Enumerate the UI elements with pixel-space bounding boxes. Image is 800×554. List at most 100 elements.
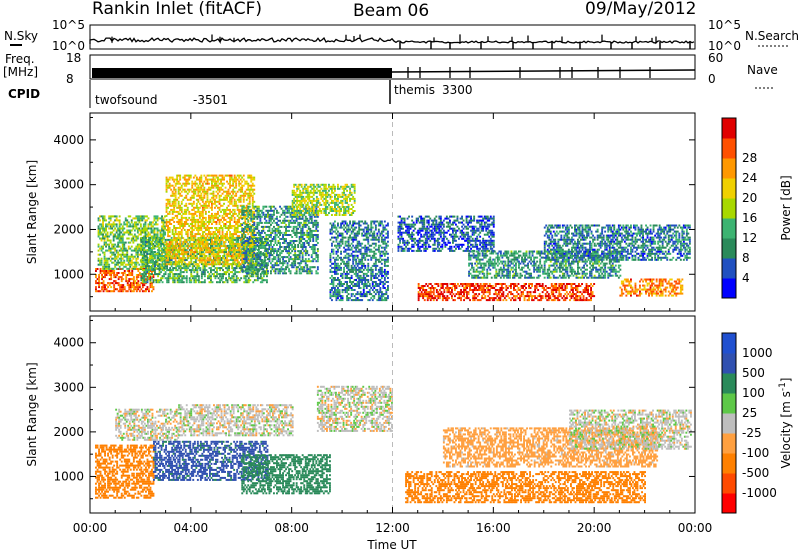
colorbar-tick-label: 12: [742, 231, 757, 245]
cpid-segment-2-id: 3300: [442, 83, 473, 97]
freq-label: Freq.: [5, 52, 35, 66]
freq-block: [92, 68, 392, 78]
cpid-segment-1-name: twofsound: [95, 93, 158, 107]
colorbar-swatch: [722, 118, 736, 139]
cpid-segment-2-name: themis: [394, 83, 435, 97]
power-echo-region: [619, 278, 684, 297]
y-tick-label: 2000: [53, 425, 84, 439]
colorbar-swatch: [722, 138, 736, 159]
velocity-echo-region: [115, 408, 180, 441]
freq-unit-label: [MHz]: [3, 65, 38, 79]
colorbar-tick-label: 4: [742, 271, 750, 285]
colorbar-tick-label: -1000: [742, 486, 777, 500]
colorbar-swatch: [722, 433, 736, 454]
nsearch-label: N.Search: [745, 29, 799, 43]
x-axis-label: Time UT: [366, 538, 417, 552]
colorbar-swatch: [722, 413, 736, 434]
power-echoes: [95, 174, 691, 302]
station-title: Rankin Inlet (fitACF): [92, 0, 262, 19]
date-title: 09/May/2012: [585, 0, 697, 19]
y-tick-label: 3000: [53, 178, 84, 192]
freq-panel: [89, 54, 696, 80]
colorbar-swatch: [722, 493, 736, 514]
power-echo-region: [417, 283, 596, 302]
colorbar-tick-label: 8: [742, 251, 750, 265]
colorbar-frame: [721, 117, 737, 299]
velocity-echo-region: [178, 404, 294, 437]
colorbar-tick-label: 24: [742, 171, 757, 185]
y-tick-label: 4000: [53, 133, 84, 147]
velocity-echo-region: [241, 454, 331, 495]
x-tick-label: 12:00: [375, 521, 410, 535]
power-y-axis-label: Slant Range [km]: [25, 160, 39, 264]
colorbar-tick-label: 20: [742, 191, 757, 205]
power-colorbar-label: Power [dB]: [779, 175, 793, 240]
colorbar-tick-label: -25: [742, 426, 762, 440]
nsearch-tick-top: 10^5: [708, 18, 741, 32]
colorbar-swatch: [722, 333, 736, 354]
colorbar-tick-label: -500: [742, 466, 769, 480]
velocity-echo-region: [405, 471, 646, 504]
y-tick-label: 1000: [53, 267, 84, 281]
colorbar-label-superscript: -1: [778, 382, 788, 391]
colorbar-frame: [721, 332, 737, 514]
y-tick-label: 1000: [53, 469, 84, 483]
nsky-tick-bottom: 10^0: [52, 39, 85, 53]
y-tick-label: 3000: [53, 380, 84, 394]
power-heatmap: 1000 2000 3000 4000 Slant Range [km] 4 8 12 16 20…: [25, 112, 793, 312]
velocity-echo-region: [153, 440, 269, 481]
cpid-label: CPID: [8, 87, 40, 101]
colorbar-swatch: [722, 218, 736, 239]
colorbar-swatch: [722, 198, 736, 219]
x-tick-label: 08:00: [274, 521, 309, 535]
freq-tick-bottom: 8: [66, 72, 74, 86]
freq-tick-top: 18: [66, 51, 81, 65]
colorbar-tick-label: -100: [742, 446, 769, 460]
colorbar-tick-label: 28: [742, 151, 757, 165]
colorbar-tick-label: 16: [742, 211, 757, 225]
nsearch-tick-bottom: 10^0: [708, 39, 741, 53]
colorbar-tick-label: 100: [742, 386, 765, 400]
power-colorbar: 4 8 12 16 20 24 28 Power [dB]: [721, 117, 793, 299]
colorbar-swatch: [722, 158, 736, 179]
cpid-segment-1-id: -3501: [193, 93, 228, 107]
x-tick-label: 16:00: [476, 521, 511, 535]
colorbar-swatch: [722, 473, 736, 494]
velocity-echo-region: [316, 385, 393, 432]
x-tick-label: 04:00: [174, 521, 209, 535]
colorbar-tick-label: 500: [742, 366, 765, 380]
power-echo-region: [329, 220, 389, 302]
colorbar-swatch: [722, 178, 736, 199]
velocity-heatmap: 1000 2000 3000 4000 00:00 04:00 08:00 12:00 16:0…: [25, 315, 793, 535]
nave-label: Nave: [747, 63, 778, 77]
nsky-panel: [89, 24, 696, 50]
velocity-echoes: [95, 385, 692, 504]
velocity-colorbar-label: Velocity [m s-1]: [778, 378, 793, 469]
colorbar-swatch: [722, 353, 736, 374]
velocity-echo-region: [569, 409, 692, 450]
power-echo-region: [291, 183, 356, 216]
colorbar-label-close: ]: [779, 378, 793, 383]
beam-title: Beam 06: [353, 1, 429, 21]
nsky-tick-top: 10^5: [52, 18, 85, 32]
colorbar-swatch: [722, 453, 736, 474]
freq-line: [391, 69, 696, 73]
nave-tick-top: 60: [708, 51, 723, 65]
colorbar-swatch: [722, 393, 736, 414]
colorbar-swatch: [722, 238, 736, 259]
power-echo-region: [397, 215, 495, 252]
nsky-line: [89, 34, 695, 45]
power-echo-region: [543, 224, 691, 261]
colorbar-tick-label: 25: [742, 406, 757, 420]
freq-trace: [92, 67, 696, 78]
colorbar-tick-label: 1000: [742, 346, 773, 360]
y-tick-label: 2000: [53, 222, 84, 236]
colorbar-swatch: [722, 373, 736, 394]
x-tick-label: 20:00: [577, 521, 612, 535]
velocity-colorbar: 1000 500 100 25 -25 -100 -500 -1000 Velocity [m …: [721, 332, 793, 514]
y-tick-label: 4000: [53, 336, 84, 350]
x-tick-label: 00:00: [678, 521, 713, 535]
velocity-y-axis-label: Slant Range [km]: [25, 362, 39, 466]
colorbar-swatch: [722, 258, 736, 279]
